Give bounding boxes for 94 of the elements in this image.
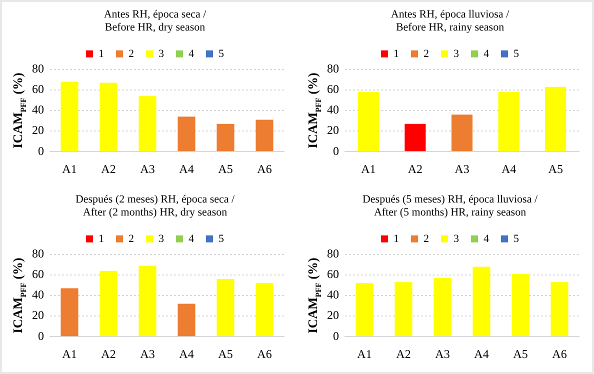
legend-label: 1 [394, 232, 399, 245]
y-tick-label: 40 [32, 288, 44, 302]
x-tick-label: A6 [552, 346, 567, 361]
y-tick-label: 0 [38, 144, 44, 158]
bar [404, 124, 426, 152]
x-tick-label: A1 [62, 162, 77, 176]
y-axis-title: ICAMPFF (%) [305, 72, 323, 148]
x-tick-label: A5 [548, 162, 563, 176]
y-tick-label: 40 [327, 102, 339, 117]
y-tick-label: 60 [327, 82, 339, 96]
y-axis-title: ICAMPFF (%) [10, 258, 28, 334]
legend-label: 4 [188, 232, 194, 245]
bar [178, 116, 196, 152]
y-tick-label: 20 [32, 123, 44, 138]
x-tick-label: A6 [257, 162, 272, 176]
legend-label: 3 [158, 232, 164, 245]
x-tick-label: A3 [454, 162, 470, 176]
legend-label: 2 [424, 48, 429, 60]
legend-label: 3 [454, 48, 460, 60]
x-tick-label: A4 [474, 346, 489, 361]
bar [498, 92, 520, 152]
bar [451, 114, 473, 152]
legend-label: 4 [484, 232, 490, 245]
bar [256, 120, 274, 152]
y-axis-title: ICAMPFF (%) [305, 258, 323, 334]
y-tick-label: 80 [327, 62, 339, 76]
bar [216, 279, 234, 336]
x-tick-label: A5 [218, 346, 233, 361]
legend-label: 3 [454, 232, 460, 245]
legend-label: 5 [514, 232, 520, 245]
x-tick-label: A5 [513, 346, 528, 361]
y-tick-label: 80 [32, 246, 44, 261]
x-tick-label: A3 [435, 346, 450, 361]
y-tick-label: 60 [327, 267, 339, 282]
legend-label: 2 [128, 48, 134, 60]
x-tick-label: A2 [396, 346, 411, 361]
x-tick-label: A1 [361, 162, 376, 176]
bar [256, 283, 274, 336]
bar [100, 270, 118, 336]
y-tick-label: 0 [38, 328, 44, 343]
x-tick-label: A4 [501, 162, 516, 176]
bar [434, 278, 452, 336]
bar [550, 282, 568, 336]
bar [178, 304, 196, 336]
x-tick-label: A2 [101, 346, 116, 361]
chart-title: Después (2 meses) RH, época seca / After (2 months) HR, dry season [75, 193, 236, 219]
legend-label: 1 [98, 232, 104, 245]
y-tick-label: 20 [32, 308, 44, 322]
legend-label: 5 [218, 48, 224, 60]
chart-title: Antes RH, época lluviosa / Before HR, rainy season [390, 8, 510, 34]
bar [138, 96, 156, 152]
y-tick-label: 80 [32, 62, 44, 76]
y-tick-label: 60 [32, 82, 44, 96]
bar [138, 266, 156, 336]
x-tick-label: A2 [101, 162, 116, 176]
legend-label: 4 [188, 48, 194, 60]
bar [472, 266, 490, 336]
bar [100, 82, 118, 152]
y-tick-label: 40 [32, 102, 44, 117]
x-tick-label: A2 [408, 162, 423, 176]
legend-label: 3 [158, 48, 164, 60]
x-tick-label: A1 [62, 346, 77, 361]
legend-label: 5 [218, 232, 224, 245]
bar [216, 124, 234, 152]
x-tick-label: A1 [357, 346, 372, 361]
bar [358, 92, 379, 152]
bar [512, 274, 530, 336]
legend-label: 2 [128, 232, 134, 245]
y-tick-label: 0 [333, 144, 339, 158]
bar [60, 288, 78, 336]
legend-label: 1 [394, 48, 399, 60]
x-tick-label: A4 [179, 346, 194, 361]
chart-title: Después (5 meses) RH, época lluviosa / After (5 months) HR, rainy season [362, 193, 538, 219]
legend-label: 4 [484, 48, 490, 60]
y-tick-label: 60 [32, 267, 44, 282]
y-tick-label: 0 [333, 328, 339, 343]
y-tick-label: 80 [327, 246, 339, 261]
x-tick-label: A6 [257, 346, 272, 361]
y-tick-label: 20 [327, 308, 339, 322]
x-tick-label: A4 [179, 162, 194, 176]
y-tick-label: 20 [327, 123, 339, 138]
bar [394, 282, 412, 336]
x-tick-label: A3 [140, 346, 155, 361]
bar [545, 86, 566, 152]
bar [356, 283, 374, 336]
y-axis-title: ICAMPFF (%) [10, 72, 28, 148]
legend-label: 1 [98, 48, 104, 60]
x-tick-label: A5 [218, 162, 233, 176]
bar [60, 82, 78, 152]
legend-label: 5 [514, 48, 520, 60]
y-tick-label: 40 [327, 288, 339, 302]
chart-title: Antes RH, época seca / Before HR, dry season [104, 8, 208, 34]
x-tick-label: A3 [140, 162, 155, 176]
legend-label: 2 [424, 232, 429, 245]
